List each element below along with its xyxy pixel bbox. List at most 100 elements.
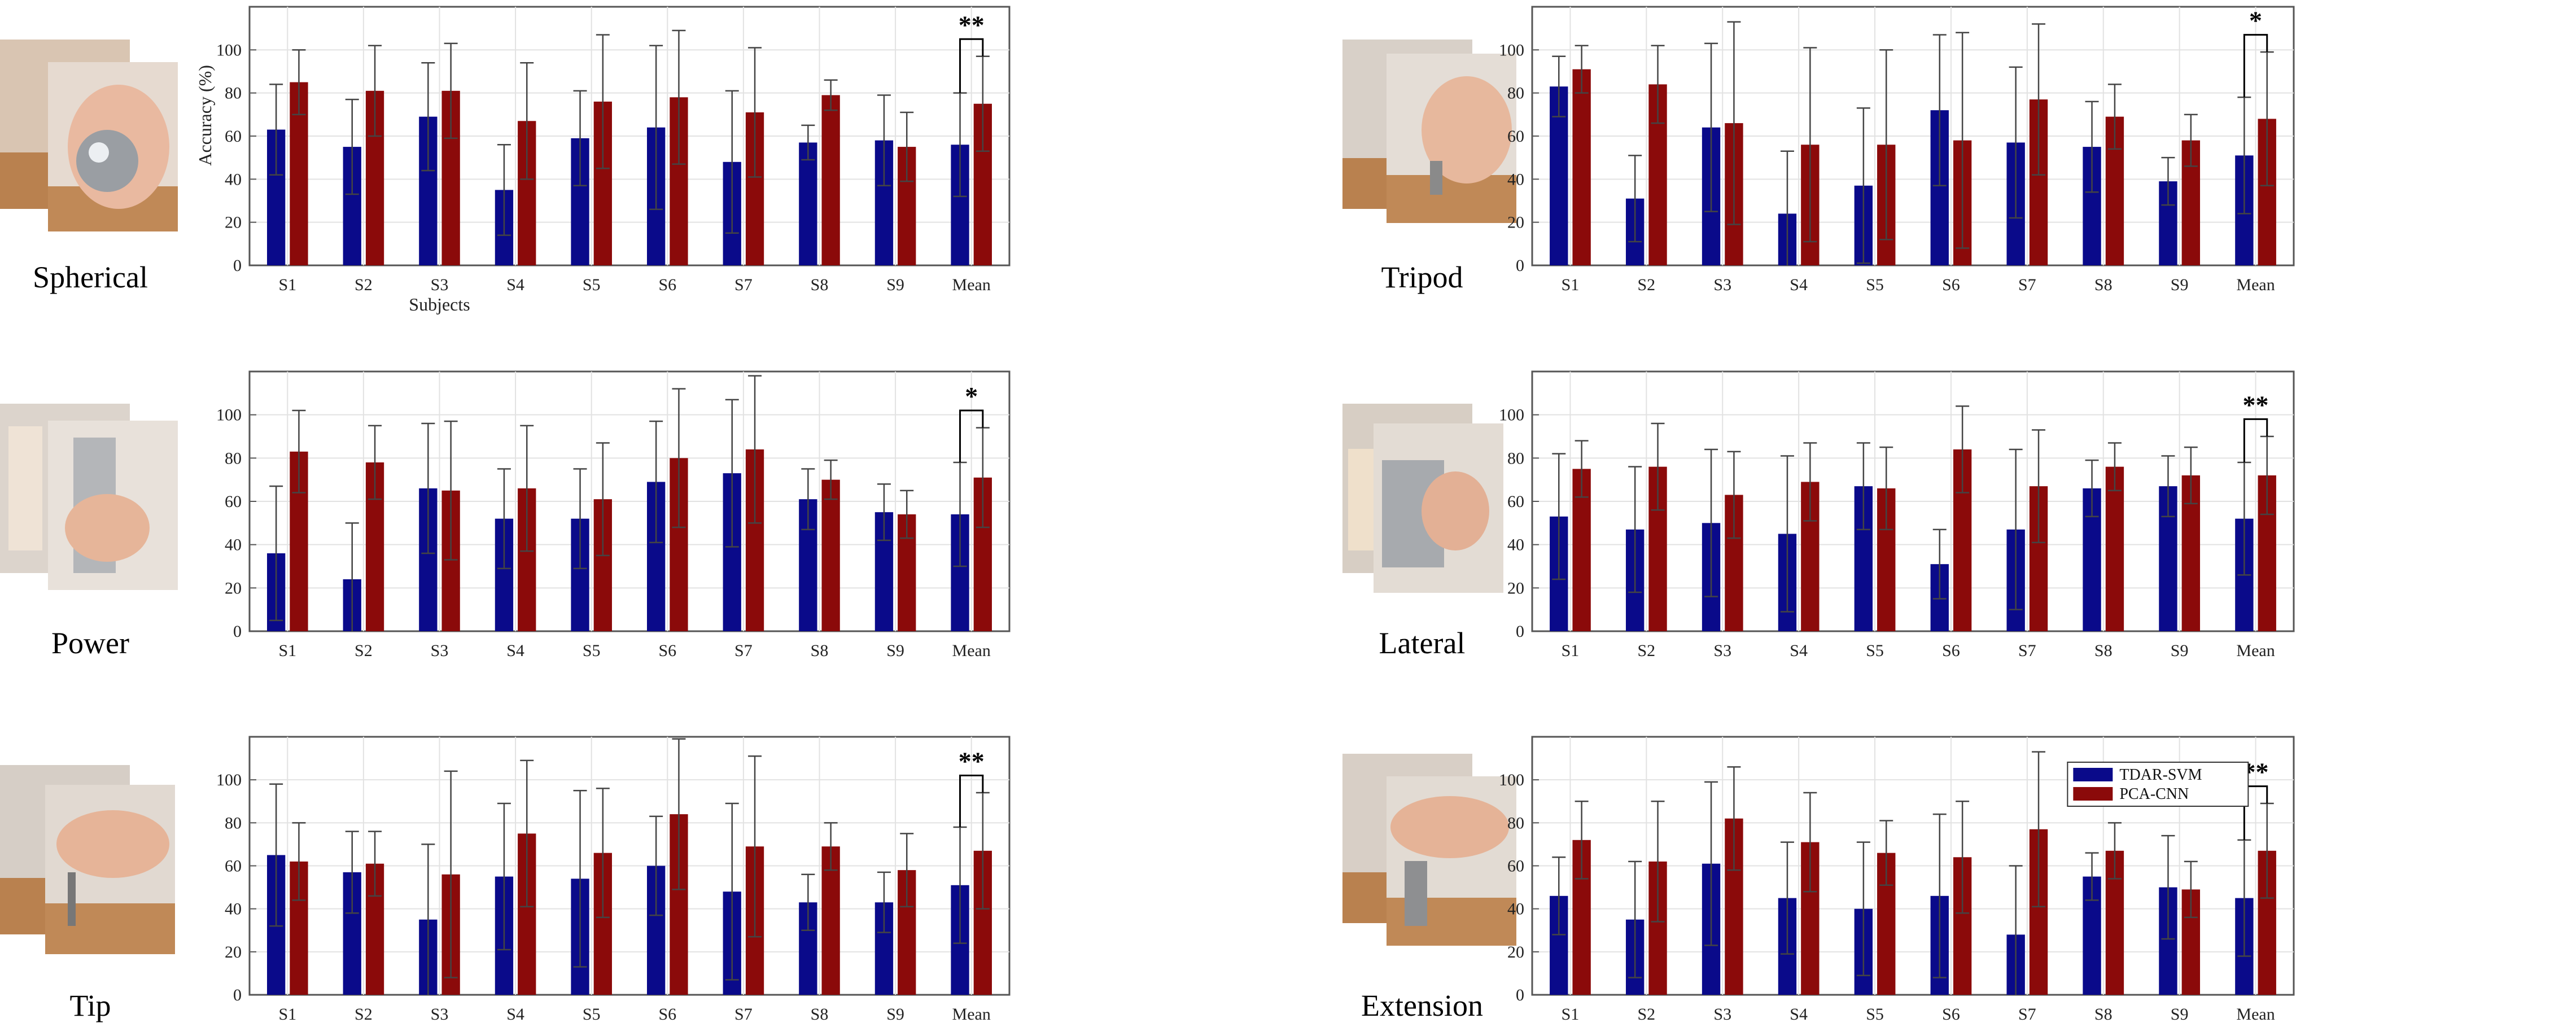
x-tick-label: S5 bbox=[1866, 1005, 1884, 1024]
y-tick-label: 60 bbox=[225, 127, 242, 146]
extension-photo-art bbox=[1342, 754, 1516, 946]
y-tick-label: 0 bbox=[233, 622, 242, 641]
x-tick-label: Mean bbox=[2236, 276, 2275, 294]
x-tick-label: S5 bbox=[583, 276, 601, 294]
significance-stars: ** bbox=[959, 10, 985, 39]
x-tick-label: S7 bbox=[734, 276, 753, 294]
x-tick-label: S8 bbox=[2094, 276, 2113, 294]
x-tick-label: S4 bbox=[1790, 641, 1808, 660]
x-axis-title: Subjects bbox=[409, 294, 470, 314]
x-tick-label: S7 bbox=[734, 641, 753, 660]
tip-photo-art bbox=[0, 765, 175, 954]
x-tick-label: Mean bbox=[952, 1005, 991, 1024]
y-tick-label: 60 bbox=[225, 857, 242, 876]
bar-pca-cnn bbox=[2105, 466, 2124, 631]
x-tick-label: S9 bbox=[2171, 1005, 2189, 1024]
y-tick-label: 80 bbox=[1507, 449, 1524, 467]
y-tick-label: 40 bbox=[225, 170, 242, 189]
power-photo-art bbox=[0, 404, 178, 590]
y-tick-label: 40 bbox=[1507, 170, 1524, 189]
y-tick-label: 100 bbox=[216, 771, 242, 789]
y-tick-label: 80 bbox=[1507, 84, 1524, 103]
x-tick-label: S2 bbox=[1638, 1005, 1656, 1024]
y-tick-label: 100 bbox=[216, 41, 242, 59]
x-tick-label: S3 bbox=[431, 1005, 449, 1024]
x-tick-label: S1 bbox=[1562, 641, 1580, 660]
y-tick-label: 80 bbox=[1507, 814, 1524, 832]
x-tick-label: S5 bbox=[1866, 641, 1884, 660]
tip-grip-photo bbox=[0, 765, 175, 954]
y-tick-label: 40 bbox=[225, 536, 242, 554]
spherical-grip-photo bbox=[0, 40, 178, 231]
x-tick-label: S4 bbox=[1790, 276, 1808, 294]
y-tick-label: 40 bbox=[1507, 536, 1524, 554]
significance-bracket bbox=[959, 409, 984, 462]
y-tick-label: 100 bbox=[216, 406, 242, 425]
x-tick-label: S4 bbox=[506, 1005, 524, 1024]
x-tick-label: S3 bbox=[1713, 641, 1731, 660]
significance-bracket bbox=[2243, 34, 2268, 98]
x-tick-label: S8 bbox=[811, 1005, 829, 1024]
y-tick-label: 80 bbox=[225, 814, 242, 832]
grip-label-tip: Tip bbox=[69, 989, 111, 1022]
x-tick-label: S3 bbox=[431, 641, 449, 660]
x-tick-label: S6 bbox=[658, 276, 676, 294]
x-tick-label: S5 bbox=[583, 641, 601, 660]
y-tick-label: 60 bbox=[1507, 857, 1524, 876]
x-tick-label: S7 bbox=[2018, 1005, 2036, 1024]
x-tick-label: S4 bbox=[506, 641, 524, 660]
lateral-photo-art bbox=[1342, 404, 1503, 593]
x-tick-label: S9 bbox=[886, 1005, 904, 1024]
x-tick-label: Mean bbox=[952, 641, 991, 660]
y-tick-label: 0 bbox=[1516, 256, 1524, 275]
x-tick-label: S4 bbox=[1790, 1005, 1808, 1024]
grip-label-power: Power bbox=[51, 626, 129, 660]
x-tick-label: Mean bbox=[2236, 641, 2275, 660]
y-tick-label: 60 bbox=[225, 492, 242, 511]
grip-label-lateral: Lateral bbox=[1379, 626, 1466, 660]
x-tick-label: S4 bbox=[506, 276, 524, 294]
y-tick-label: 20 bbox=[225, 579, 242, 597]
x-tick-label: S6 bbox=[658, 641, 676, 660]
y-tick-label: 20 bbox=[225, 213, 242, 232]
x-tick-label: S1 bbox=[278, 1005, 296, 1024]
x-tick-label: S5 bbox=[583, 1005, 601, 1024]
bar-pca-cnn bbox=[821, 95, 840, 265]
grip-label-extension: Extension bbox=[1361, 989, 1483, 1022]
y-tick-label: 60 bbox=[1507, 127, 1524, 146]
x-tick-label: S2 bbox=[1638, 641, 1656, 660]
x-tick-label: S9 bbox=[886, 276, 904, 294]
grip-label-spherical: Spherical bbox=[33, 260, 148, 294]
y-tick-label: 80 bbox=[225, 84, 242, 103]
x-tick-label: S6 bbox=[1942, 641, 1960, 660]
x-tick-label: S6 bbox=[1942, 276, 1960, 294]
tripod-photo-art bbox=[1342, 40, 1516, 223]
significance-stars: ** bbox=[959, 747, 985, 776]
legend-swatch-pca-cnn bbox=[2073, 787, 2113, 801]
x-tick-label: S1 bbox=[278, 641, 296, 660]
x-tick-label: S6 bbox=[1942, 1005, 1960, 1024]
extension-grip-photo bbox=[1342, 754, 1516, 946]
x-tick-label: S6 bbox=[658, 1005, 676, 1024]
significance-bracket bbox=[959, 38, 984, 93]
significance-stars: * bbox=[2249, 6, 2262, 35]
x-tick-label: S1 bbox=[1562, 276, 1580, 294]
tripod-grip-photo bbox=[1342, 40, 1516, 223]
y-tick-label: 60 bbox=[1507, 492, 1524, 511]
y-tick-label: 100 bbox=[1499, 406, 1524, 425]
x-tick-label: S3 bbox=[431, 276, 449, 294]
y-tick-label: 0 bbox=[1516, 622, 1524, 641]
x-tick-label: S2 bbox=[355, 641, 373, 660]
significance-stars: ** bbox=[2243, 390, 2269, 419]
legend-label-pca-cnn: PCA-CNN bbox=[2119, 785, 2189, 803]
x-tick-label: S9 bbox=[886, 641, 904, 660]
y-tick-label: 100 bbox=[1499, 771, 1524, 789]
x-tick-label: S9 bbox=[2171, 641, 2189, 660]
significance-stars: * bbox=[965, 382, 978, 410]
bar-pca-cnn bbox=[1572, 69, 1591, 265]
